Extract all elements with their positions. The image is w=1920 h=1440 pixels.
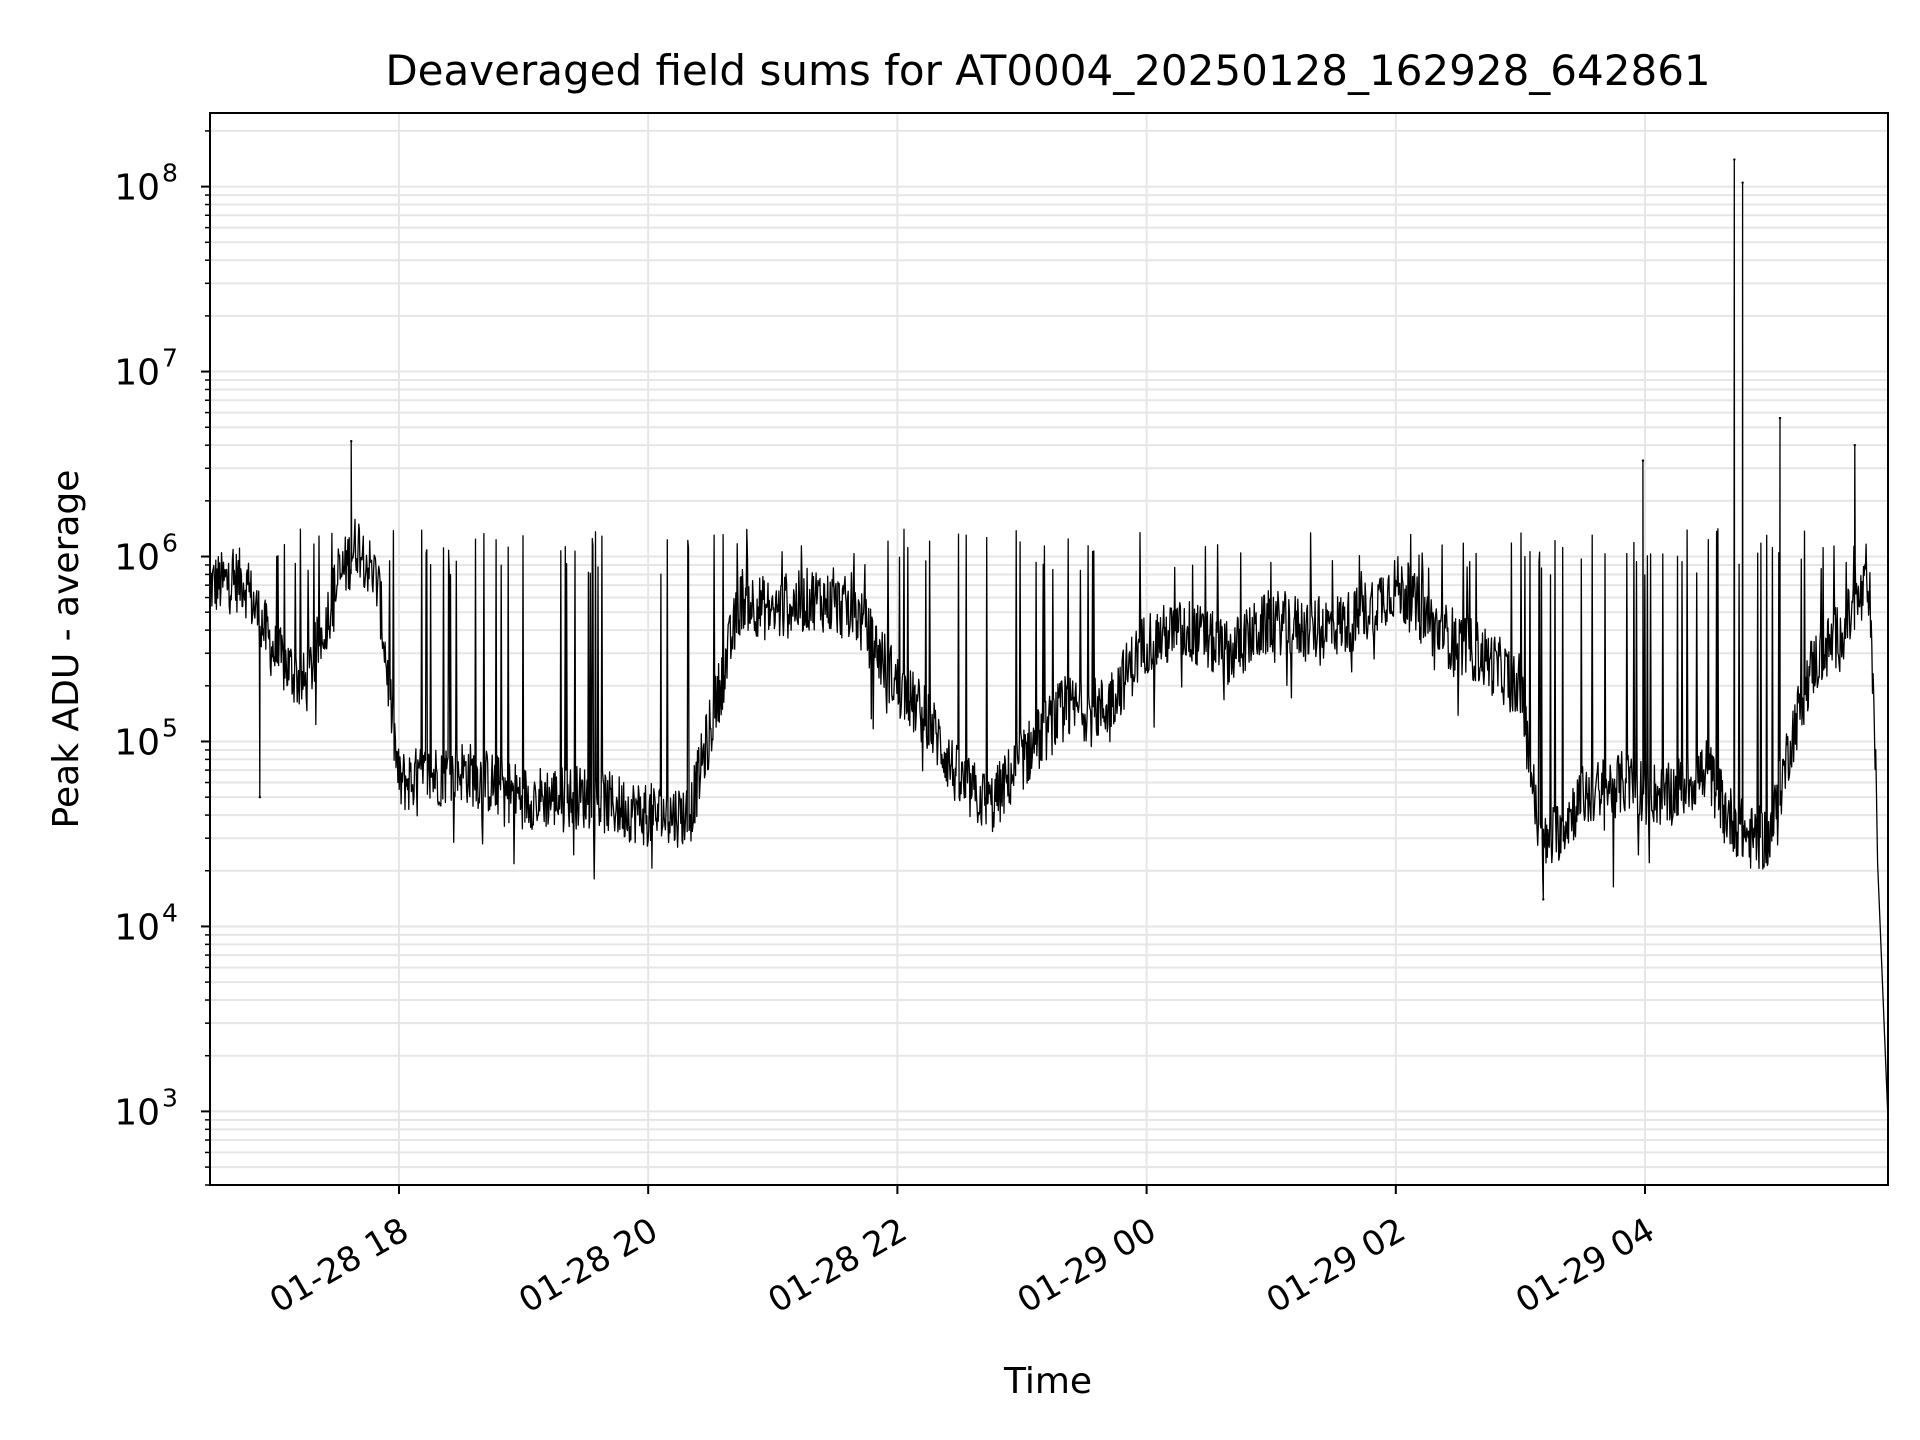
peak-point <box>1733 158 1736 161</box>
data-layer <box>209 158 1890 1122</box>
peak-point <box>1641 459 1645 462</box>
minimum-point <box>1542 898 1545 901</box>
plot-area <box>209 112 1890 1186</box>
y-tick-exponent: 7 <box>162 344 178 373</box>
plot-background <box>210 113 1888 1185</box>
y-tick-label: 10 <box>114 168 160 209</box>
grid <box>210 113 1888 1186</box>
peak-point <box>1853 443 1856 447</box>
y-tick-label: 10 <box>114 722 160 763</box>
peak-point <box>1741 181 1744 184</box>
y-tick-label: 10 <box>114 907 160 948</box>
chart-title: Deaveraged field sums for AT0004_2025012… <box>385 46 1710 95</box>
y-tick-label: 10 <box>114 538 160 579</box>
plot-frame <box>209 112 1889 1186</box>
y-tick-exponent: 6 <box>162 529 178 558</box>
minimum-point <box>258 795 262 799</box>
y-tick-exponent: 3 <box>162 1083 178 1112</box>
series-line <box>209 158 1889 1121</box>
peak-point <box>1778 416 1782 420</box>
y-tick-label: 10 <box>114 353 160 394</box>
y-tick-exponent: 4 <box>162 898 178 927</box>
y-axis-label: Peak ADU - average <box>46 470 87 829</box>
peak-point <box>350 440 353 443</box>
y-tick-exponent: 5 <box>162 713 178 742</box>
y-tick-exponent: 8 <box>162 159 178 188</box>
x-axis-label: Time <box>1003 1361 1092 1402</box>
y-tick-label: 10 <box>114 1092 160 1133</box>
